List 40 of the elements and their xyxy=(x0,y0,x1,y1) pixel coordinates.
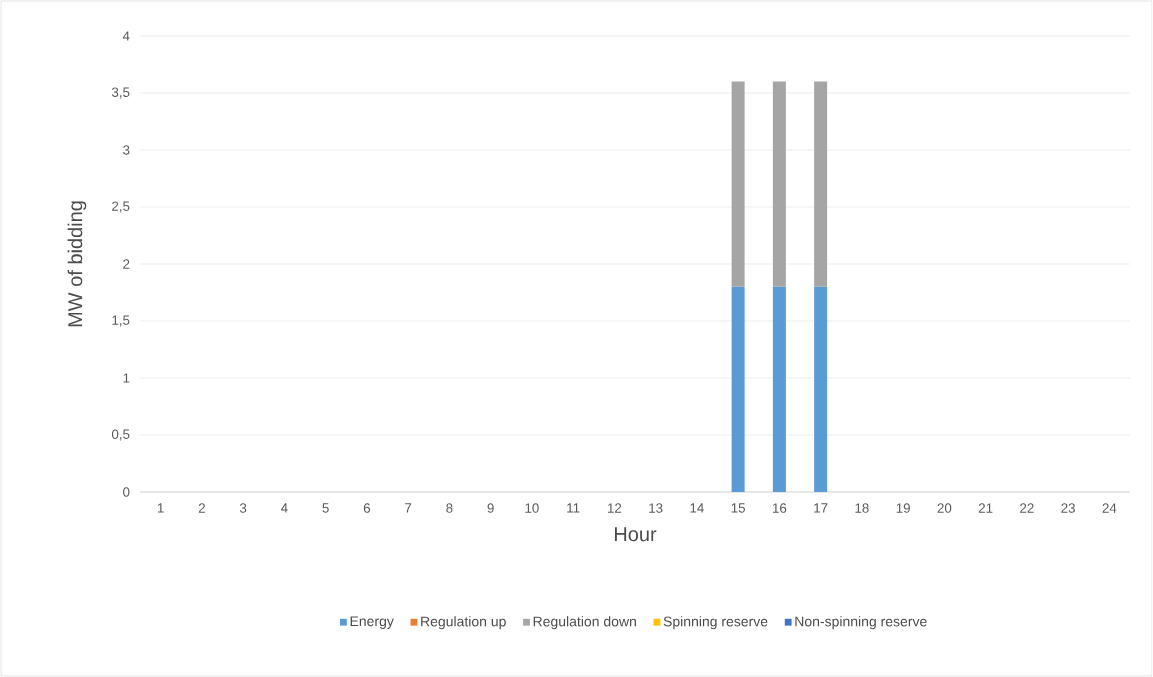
y-tick-label: 3 xyxy=(123,145,130,155)
y-tick-label: 3,5 xyxy=(111,87,130,99)
x-tick-label: 12 xyxy=(607,503,622,513)
x-tick-label: 7 xyxy=(405,503,412,513)
x-tick-label: 16 xyxy=(772,503,787,513)
y-axis-title: MW of bidding xyxy=(67,201,87,327)
legend-label: Non-spinning reserve xyxy=(795,616,927,630)
x-tick-label: 3 xyxy=(239,503,247,513)
x-tick-label: 1 xyxy=(157,503,164,513)
y-tick-label: 4 xyxy=(122,31,130,41)
legend-label: Regulation down xyxy=(533,616,636,630)
x-tick-label: 4 xyxy=(280,503,288,513)
y-tick-label: 0 xyxy=(123,487,130,497)
y-tick-label: 2 xyxy=(123,259,130,269)
x-tick-label: 17 xyxy=(814,503,828,513)
x-tick-label: 22 xyxy=(1020,503,1034,513)
x-tick-label: 19 xyxy=(896,503,910,513)
x-tick-label: 13 xyxy=(649,503,663,513)
legend-label: Regulation up xyxy=(421,616,506,630)
x-tick-label: 18 xyxy=(855,503,869,513)
x-tick-label: 11 xyxy=(567,503,580,513)
x-tick-label: 14 xyxy=(690,503,704,513)
y-tick-label: 0,5 xyxy=(111,429,130,441)
y-tick-label: 1 xyxy=(123,373,130,383)
y-tick-label: 2,5 xyxy=(112,201,130,213)
legend-label: Spinning reserve xyxy=(663,616,768,630)
y-tick-label: 1,5 xyxy=(112,315,130,327)
x-tick-label: 2 xyxy=(198,503,205,513)
x-tick-label: 8 xyxy=(446,503,453,513)
x-tick-label: 15 xyxy=(731,503,745,513)
x-tick-label: 23 xyxy=(1061,503,1075,513)
x-tick-label: 6 xyxy=(363,503,371,513)
x-tick-label: 21 xyxy=(978,503,993,513)
x-axis-title: Hour xyxy=(614,527,657,542)
legend-label: Energy xyxy=(350,616,394,629)
x-tick-label: 10 xyxy=(525,503,539,513)
x-tick-label: 9 xyxy=(487,503,494,513)
x-tick-label: 24 xyxy=(1102,503,1117,513)
x-tick-label: 20 xyxy=(937,503,952,513)
x-tick-label: 5 xyxy=(322,503,329,513)
